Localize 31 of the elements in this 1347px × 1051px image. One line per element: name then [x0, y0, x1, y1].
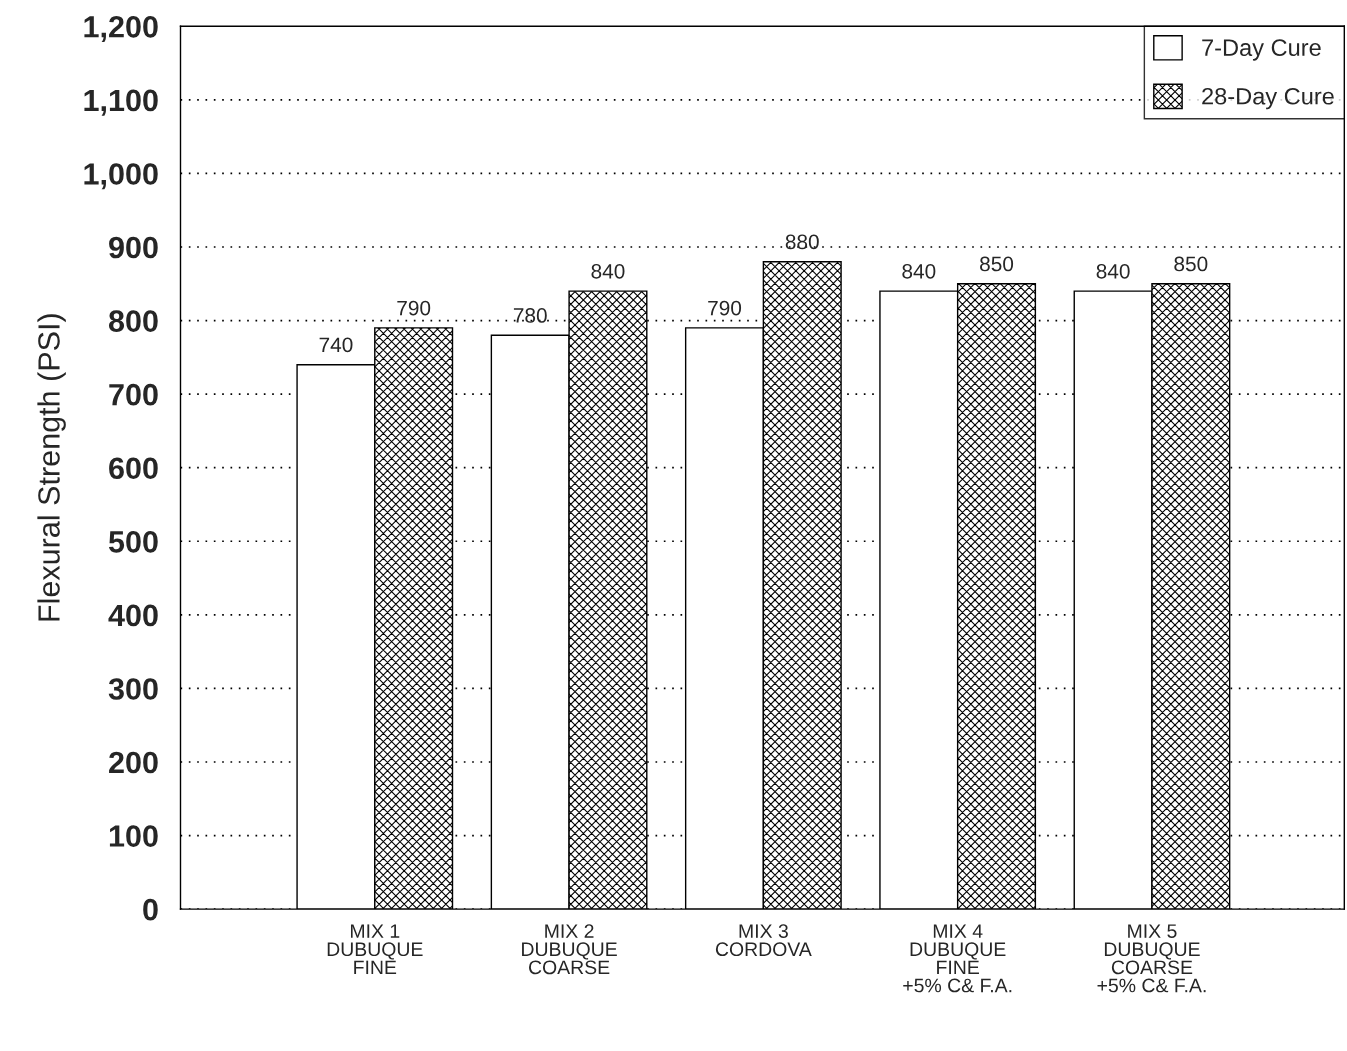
- legend-label: 28-Day Cure: [1202, 87, 1334, 110]
- y-tick-label: 100: [109, 825, 158, 847]
- data-label: 850: [1174, 256, 1208, 272]
- y-tick-label: 500: [108, 531, 158, 553]
- data-label: 840: [591, 263, 625, 279]
- x-tick-label: MIX 4 DUBUQUE FINE +5% C& F.A.: [903, 924, 1012, 993]
- data-label: 880: [785, 234, 819, 250]
- data-label: 850: [980, 256, 1014, 272]
- y-tick-label: 1,200: [84, 16, 158, 43]
- y-tick-label: 400: [108, 604, 158, 627]
- y-tick-label: 1,100: [84, 89, 158, 116]
- y-tick-label: 700: [109, 383, 158, 406]
- y-tick-label: 900: [109, 236, 158, 259]
- data-label: 840: [902, 263, 936, 279]
- x-tick-label: MIX 2 DUBUQUE COARSE: [522, 924, 617, 975]
- legend-label: 7-Day Cure: [1202, 39, 1321, 61]
- data-label: 790: [397, 300, 431, 316]
- x-tick-label: MIX 5 DUBUQUE COARSE +5% C& F.A.: [1097, 924, 1206, 993]
- y-tick-label: 600: [109, 457, 158, 480]
- data-label: 790: [708, 300, 742, 316]
- y-tick-label: 200: [109, 751, 158, 774]
- y-tick-label: 1,000: [84, 163, 158, 190]
- y-tick-label: 800: [108, 310, 158, 332]
- data-label: 740: [319, 337, 353, 353]
- y-tick-label: 0: [143, 898, 158, 921]
- y-tick-label: 300: [108, 678, 158, 700]
- x-tick-label: MIX 1 DUBUQUE FINE: [327, 924, 423, 975]
- data-label: 840: [1096, 263, 1130, 279]
- data-label: 780: [513, 308, 547, 323]
- x-tick-label: MIX 3 CORDOVA: [715, 924, 812, 957]
- y-axis-title: Flexural Strength (PSI): [37, 314, 66, 621]
